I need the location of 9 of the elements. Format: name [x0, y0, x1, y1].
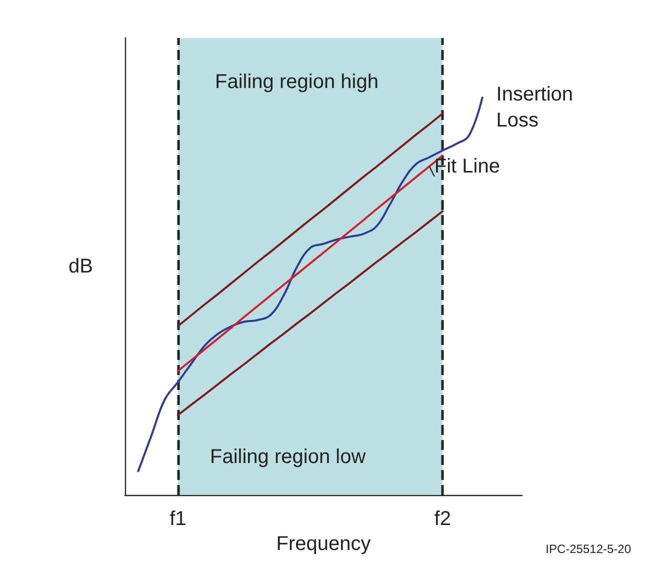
y-axis-title: dB — [68, 256, 93, 278]
x-axis-title: Frequency — [276, 532, 371, 555]
annotation: Failing region low — [210, 446, 366, 468]
series-label: Insertion Loss — [496, 84, 579, 132]
text: IPC-25512-5-20 — [546, 542, 632, 556]
x-tick-label: f1 — [170, 508, 186, 530]
series-label: Fit Line — [434, 155, 500, 178]
text: Failing region high — [215, 71, 378, 93]
x-tick-label: f2 — [434, 508, 451, 530]
